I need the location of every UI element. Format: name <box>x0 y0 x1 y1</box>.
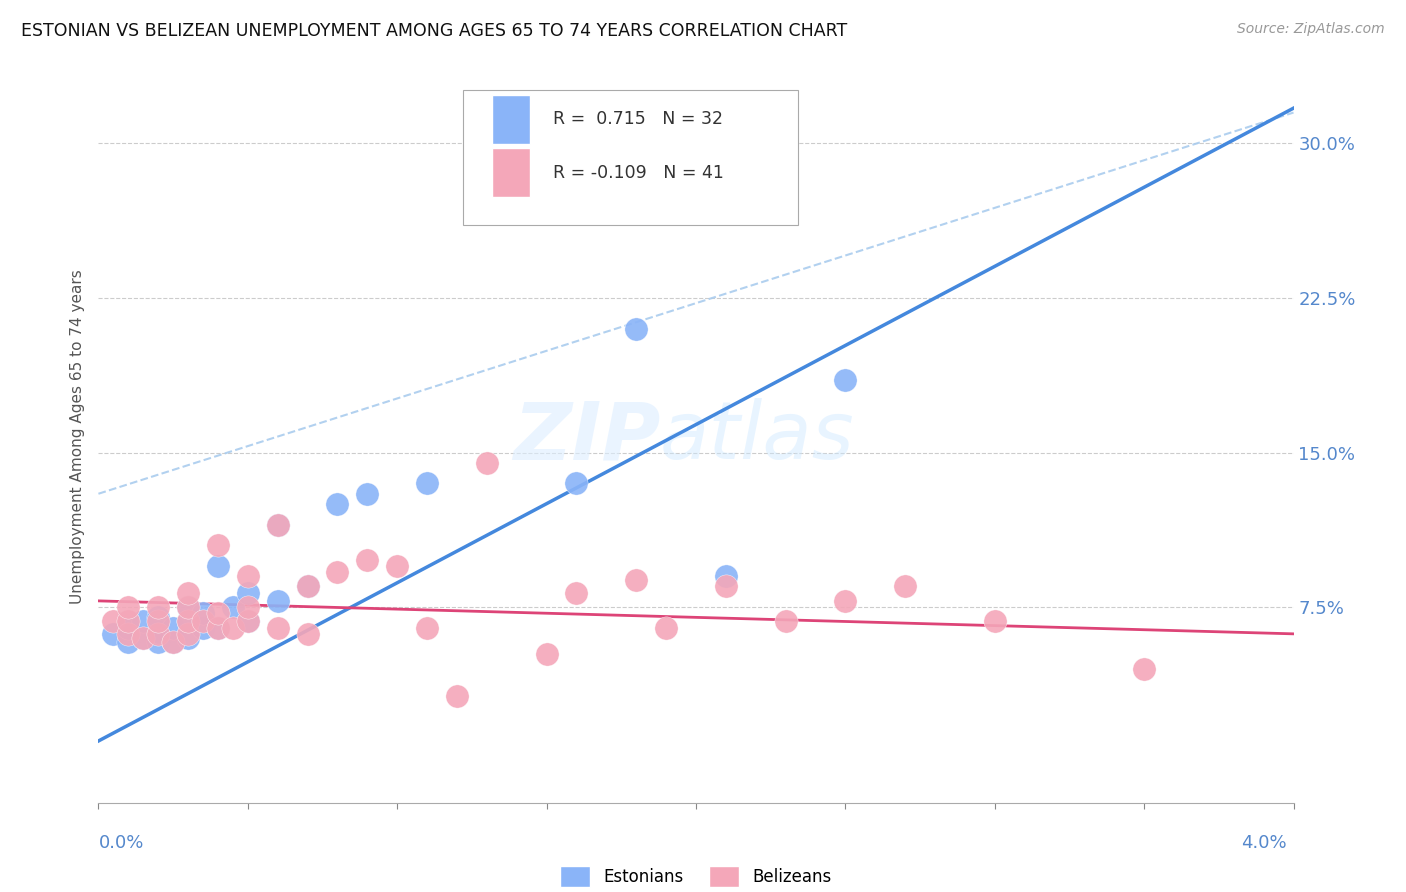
Text: atlas: atlas <box>661 398 855 476</box>
Point <box>177 615 200 629</box>
Point <box>117 621 139 635</box>
Point <box>207 538 229 552</box>
Text: R = -0.109   N = 41: R = -0.109 N = 41 <box>553 163 724 181</box>
Text: Source: ZipAtlas.com: Source: ZipAtlas.com <box>1237 22 1385 37</box>
Point <box>191 606 214 620</box>
Point <box>103 615 125 629</box>
Point <box>177 585 200 599</box>
Point <box>416 621 439 635</box>
Text: 0.0%: 0.0% <box>98 834 143 852</box>
Point <box>326 497 349 511</box>
Text: ZIP: ZIP <box>513 398 661 476</box>
Text: R =  0.715   N = 32: R = 0.715 N = 32 <box>553 111 723 128</box>
Point <box>177 615 200 629</box>
Text: 4.0%: 4.0% <box>1241 834 1286 852</box>
Point <box>267 517 290 532</box>
Point <box>117 600 139 615</box>
Point <box>117 635 139 649</box>
Point <box>655 621 678 635</box>
Y-axis label: Unemployment Among Ages 65 to 74 years: Unemployment Among Ages 65 to 74 years <box>69 269 84 605</box>
Point <box>834 594 856 608</box>
Point <box>475 188 498 202</box>
Point <box>117 627 139 641</box>
Point <box>267 594 290 608</box>
Point <box>103 627 125 641</box>
Point <box>297 627 319 641</box>
Point <box>162 621 184 635</box>
Point <box>132 631 155 645</box>
Point <box>162 635 184 649</box>
Point <box>148 627 170 641</box>
Point <box>207 558 229 573</box>
Point <box>148 635 170 649</box>
Point <box>207 606 229 620</box>
Point <box>297 579 319 593</box>
FancyBboxPatch shape <box>463 89 797 225</box>
Point <box>177 600 200 615</box>
Legend: Estonians, Belizeans: Estonians, Belizeans <box>554 860 838 892</box>
Point <box>536 648 558 662</box>
Point <box>132 631 155 645</box>
Point <box>222 621 245 635</box>
Point <box>117 615 139 629</box>
Point <box>1133 662 1156 676</box>
FancyBboxPatch shape <box>492 95 530 144</box>
Point <box>565 476 588 491</box>
Point <box>446 689 468 703</box>
Point <box>267 621 290 635</box>
Point <box>222 600 245 615</box>
Point <box>191 621 214 635</box>
Point <box>297 579 319 593</box>
Point <box>834 373 856 387</box>
Point <box>356 487 378 501</box>
Point <box>236 569 259 583</box>
Point <box>162 635 184 649</box>
Point <box>894 579 917 593</box>
Point <box>326 565 349 579</box>
Point <box>148 610 170 624</box>
Point <box>385 558 409 573</box>
Point <box>132 615 155 629</box>
Point <box>416 476 439 491</box>
Point <box>236 585 259 599</box>
Point <box>983 615 1005 629</box>
Point <box>714 569 737 583</box>
Point <box>236 600 259 615</box>
Point <box>177 627 200 641</box>
Point <box>207 621 229 635</box>
Point <box>177 600 200 615</box>
Text: ESTONIAN VS BELIZEAN UNEMPLOYMENT AMONG AGES 65 TO 74 YEARS CORRELATION CHART: ESTONIAN VS BELIZEAN UNEMPLOYMENT AMONG … <box>21 22 848 40</box>
Point <box>148 615 170 629</box>
FancyBboxPatch shape <box>492 148 530 196</box>
Point <box>714 579 737 593</box>
Point <box>624 322 647 336</box>
Point <box>624 574 647 588</box>
Point <box>207 621 229 635</box>
Point <box>191 615 214 629</box>
Point <box>236 615 259 629</box>
Point <box>775 615 797 629</box>
Point <box>177 631 200 645</box>
Point <box>356 552 378 566</box>
Point <box>267 517 290 532</box>
Point <box>506 167 529 181</box>
Point <box>475 456 498 470</box>
Point <box>565 585 588 599</box>
Point <box>148 624 170 639</box>
Point <box>148 600 170 615</box>
Point <box>236 615 259 629</box>
